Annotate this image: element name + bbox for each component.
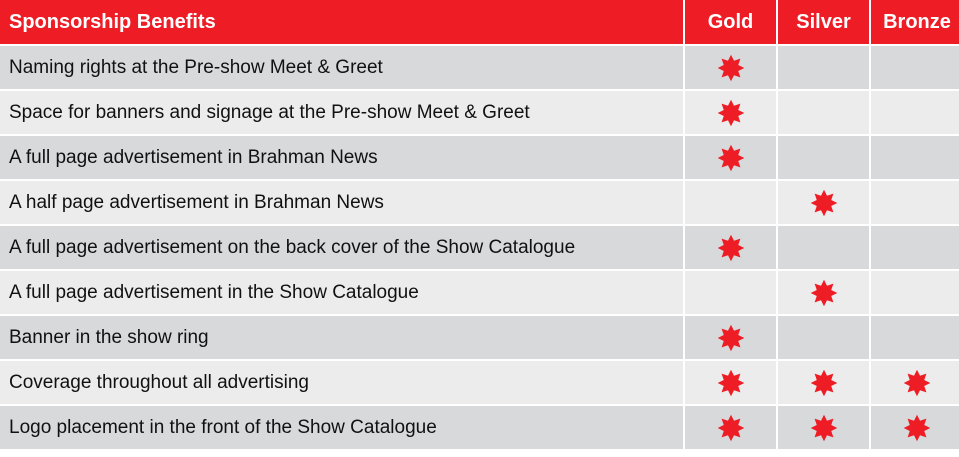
tier-cell-silver (778, 46, 869, 89)
benefit-label: Space for banners and signage at the Pre… (0, 91, 683, 134)
star-icon (717, 144, 744, 171)
header-gold: Gold (685, 0, 776, 44)
tier-cell-gold (685, 226, 776, 269)
star-icon (717, 99, 744, 126)
header-silver: Silver (778, 0, 869, 44)
tier-cell-bronze (871, 361, 959, 404)
benefit-label: Naming rights at the Pre-show Meet & Gre… (0, 46, 683, 89)
tier-cell-bronze (871, 91, 959, 134)
tier-cell-silver (778, 226, 869, 269)
star-icon (903, 414, 931, 441)
header-benefits: Sponsorship Benefits (0, 0, 683, 44)
header-bronze: Bronze (871, 0, 959, 44)
tier-cell-silver (778, 361, 869, 404)
tier-cell-gold (685, 406, 776, 449)
star-icon (717, 369, 744, 396)
tier-cell-bronze (871, 271, 959, 314)
tier-cell-gold (685, 316, 776, 359)
benefit-label: A half page advertisement in Brahman New… (0, 181, 683, 224)
tier-cell-gold (685, 181, 776, 224)
tier-cell-silver (778, 316, 869, 359)
star-icon (903, 369, 931, 396)
benefit-label: A full page advertisement on the back co… (0, 226, 683, 269)
star-icon (810, 369, 837, 396)
tier-cell-silver (778, 136, 869, 179)
benefit-label: Banner in the show ring (0, 316, 683, 359)
tier-cell-silver (778, 181, 869, 224)
star-icon (810, 189, 837, 216)
tier-cell-silver (778, 271, 869, 314)
tier-cell-bronze (871, 316, 959, 359)
tier-cell-bronze (871, 181, 959, 224)
tier-cell-silver (778, 91, 869, 134)
tier-cell-gold (685, 361, 776, 404)
tier-cell-silver (778, 406, 869, 449)
benefit-label: A full page advertisement in Brahman New… (0, 136, 683, 179)
star-icon (810, 414, 837, 441)
star-icon (717, 54, 744, 81)
star-icon (717, 234, 744, 261)
tier-cell-bronze (871, 46, 959, 89)
star-icon (810, 279, 837, 306)
star-icon (717, 414, 744, 441)
benefit-label: A full page advertisement in the Show Ca… (0, 271, 683, 314)
tier-cell-gold (685, 271, 776, 314)
tier-cell-gold (685, 46, 776, 89)
tier-cell-gold (685, 136, 776, 179)
tier-cell-bronze (871, 406, 959, 449)
tier-cell-gold (685, 91, 776, 134)
tier-cell-bronze (871, 226, 959, 269)
star-icon (717, 324, 744, 351)
benefit-label: Coverage throughout all advertising (0, 361, 683, 404)
tier-cell-bronze (871, 136, 959, 179)
benefit-label: Logo placement in the front of the Show … (0, 406, 683, 449)
